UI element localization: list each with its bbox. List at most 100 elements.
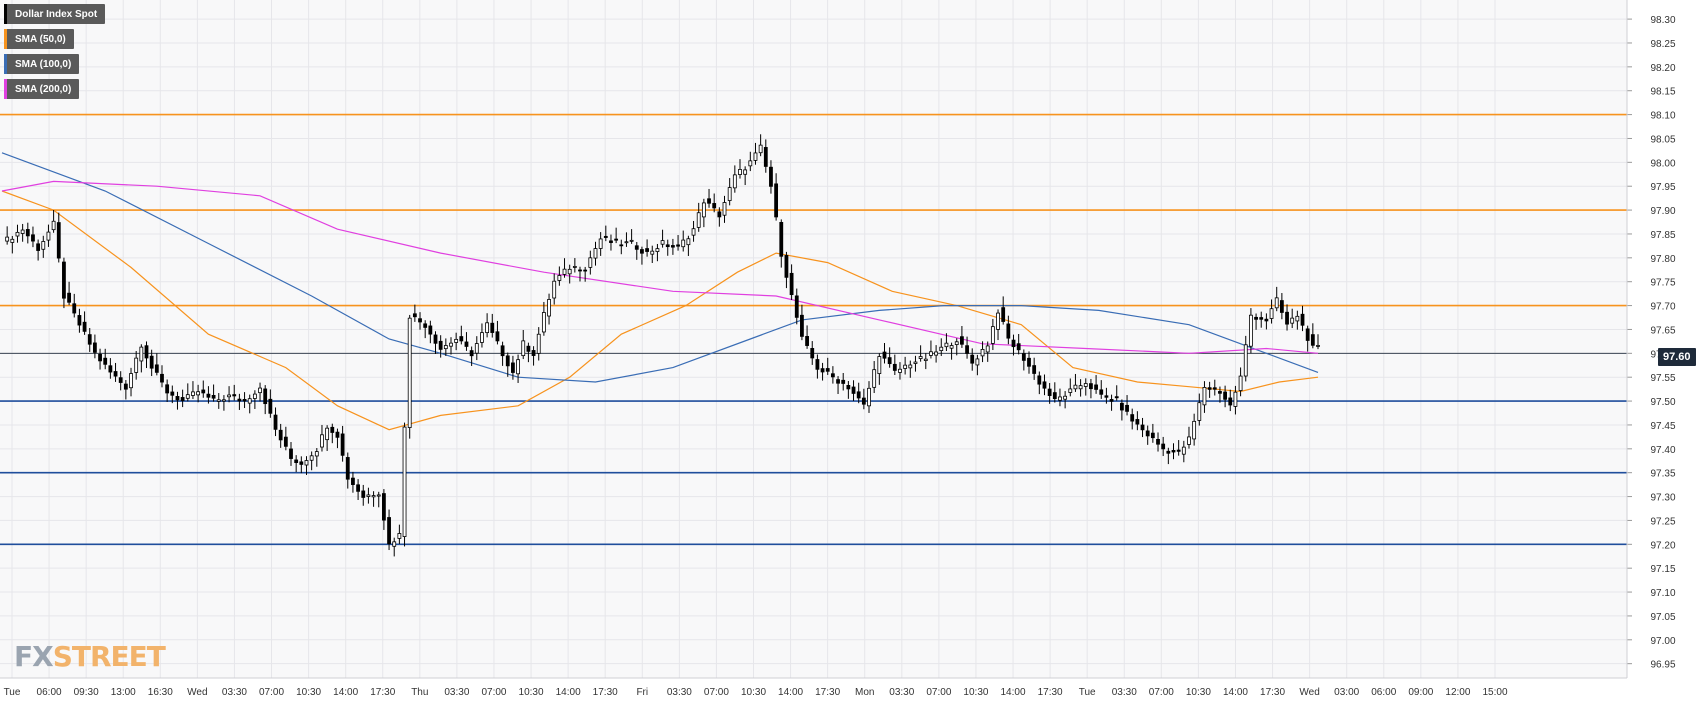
candle-body xyxy=(1285,311,1289,325)
candle-body xyxy=(366,494,371,497)
candle-body xyxy=(1243,344,1248,377)
candle-body xyxy=(36,243,41,251)
legend-swatch xyxy=(4,4,7,24)
candle-body xyxy=(196,391,201,396)
x-tick-label: Tue xyxy=(4,687,21,698)
candle-body xyxy=(273,414,278,430)
candle-body xyxy=(361,490,366,498)
x-tick-label: 09:00 xyxy=(1408,687,1433,698)
candle-body xyxy=(387,517,391,545)
candle-body xyxy=(500,345,505,357)
candle-body xyxy=(464,341,469,347)
x-tick-label: 12:00 xyxy=(1445,687,1470,698)
candle-body xyxy=(211,394,216,399)
candle-body xyxy=(1161,443,1166,450)
candle-body xyxy=(15,231,20,237)
candle-body xyxy=(314,451,319,457)
candle-body xyxy=(113,371,118,377)
candle-body xyxy=(201,389,206,394)
candle-body xyxy=(526,345,531,352)
legend-item-price[interactable]: Dollar Index Spot xyxy=(4,4,106,24)
candle-body xyxy=(371,495,376,498)
candle-body xyxy=(557,275,562,281)
sma-line xyxy=(1,152,1319,383)
candle-body xyxy=(1109,399,1114,402)
candle-body xyxy=(25,229,30,237)
candle-body xyxy=(51,220,56,231)
y-tick-label: 97.45 xyxy=(1650,421,1675,432)
candle-body xyxy=(738,169,742,175)
x-tick-label: 17:30 xyxy=(593,687,618,698)
candle-body xyxy=(805,336,809,346)
candle-body xyxy=(98,353,102,362)
x-tick-label: 03:30 xyxy=(1112,687,1137,698)
candle-body xyxy=(154,364,159,373)
candle-body xyxy=(1166,450,1171,454)
candle-body xyxy=(516,359,520,375)
x-tick-label: 07:00 xyxy=(704,687,729,698)
candle-body xyxy=(583,269,588,272)
y-tick-label: 97.70 xyxy=(1650,302,1675,313)
candle-body xyxy=(237,398,242,402)
candles xyxy=(5,134,1320,557)
candle-body xyxy=(856,391,861,399)
candle-body xyxy=(402,426,407,537)
candle-body xyxy=(129,373,133,389)
y-tick-label: 98.00 xyxy=(1650,158,1675,169)
candle-body xyxy=(681,239,686,248)
candle-body xyxy=(160,373,164,383)
candle-body xyxy=(283,436,288,447)
candle-body xyxy=(794,295,799,318)
x-tick-label: 17:30 xyxy=(1038,687,1063,698)
candle-body xyxy=(433,334,438,344)
legend-item-sma100[interactable]: SMA (100,0) xyxy=(4,54,80,74)
x-tick-label: 03:30 xyxy=(222,687,247,698)
candle-body xyxy=(1099,389,1104,395)
candle-body xyxy=(980,349,985,357)
x-tick-label: 07:00 xyxy=(1149,687,1174,698)
candle-body xyxy=(1290,317,1295,324)
candle-body xyxy=(634,245,639,250)
candle-body xyxy=(252,393,257,399)
candle-body xyxy=(1042,381,1047,389)
y-tick-label: 98.10 xyxy=(1650,111,1675,122)
y-axis: 98.30 98.25 98.20 98.15 98.10 98.05 98.00 97.95… xyxy=(1627,15,1676,671)
candle-body xyxy=(712,203,717,209)
candle-body xyxy=(1223,391,1228,400)
candle-body xyxy=(330,426,335,433)
candle-body xyxy=(1156,438,1160,445)
candle-body xyxy=(118,377,123,383)
candle-body xyxy=(149,355,154,369)
candle-body xyxy=(830,373,835,378)
candle-body xyxy=(175,396,180,401)
legend-item-sma50[interactable]: SMA (50,0) xyxy=(4,29,74,49)
candle-body xyxy=(727,187,732,201)
candle-body xyxy=(701,202,706,218)
candle-body xyxy=(428,325,433,335)
candle-body xyxy=(1032,365,1037,374)
candle-body xyxy=(325,427,330,441)
candle-body xyxy=(1047,388,1052,396)
candle-body xyxy=(671,245,675,248)
candle-body xyxy=(1078,385,1083,390)
candle-body xyxy=(72,303,77,314)
candle-body xyxy=(1130,414,1135,422)
candle-body xyxy=(31,234,35,242)
candle-body xyxy=(309,455,314,461)
candle-body xyxy=(614,238,619,241)
candle-body xyxy=(1233,391,1238,407)
legend-item-sma200[interactable]: SMA (200,0) xyxy=(4,79,80,99)
candle-body xyxy=(572,266,577,268)
candle-body xyxy=(970,354,975,364)
candle-body xyxy=(376,494,381,497)
candle-body xyxy=(547,299,551,317)
x-tick-label: 15:00 xyxy=(1482,687,1507,698)
candle-body xyxy=(407,317,412,428)
candle-body xyxy=(449,342,453,347)
candle-body xyxy=(511,362,515,373)
x-tick-label: 17:30 xyxy=(815,687,840,698)
y-tick-label: 98.25 xyxy=(1650,39,1675,50)
x-tick-label: 10:30 xyxy=(741,687,766,698)
candle-body xyxy=(861,397,866,405)
